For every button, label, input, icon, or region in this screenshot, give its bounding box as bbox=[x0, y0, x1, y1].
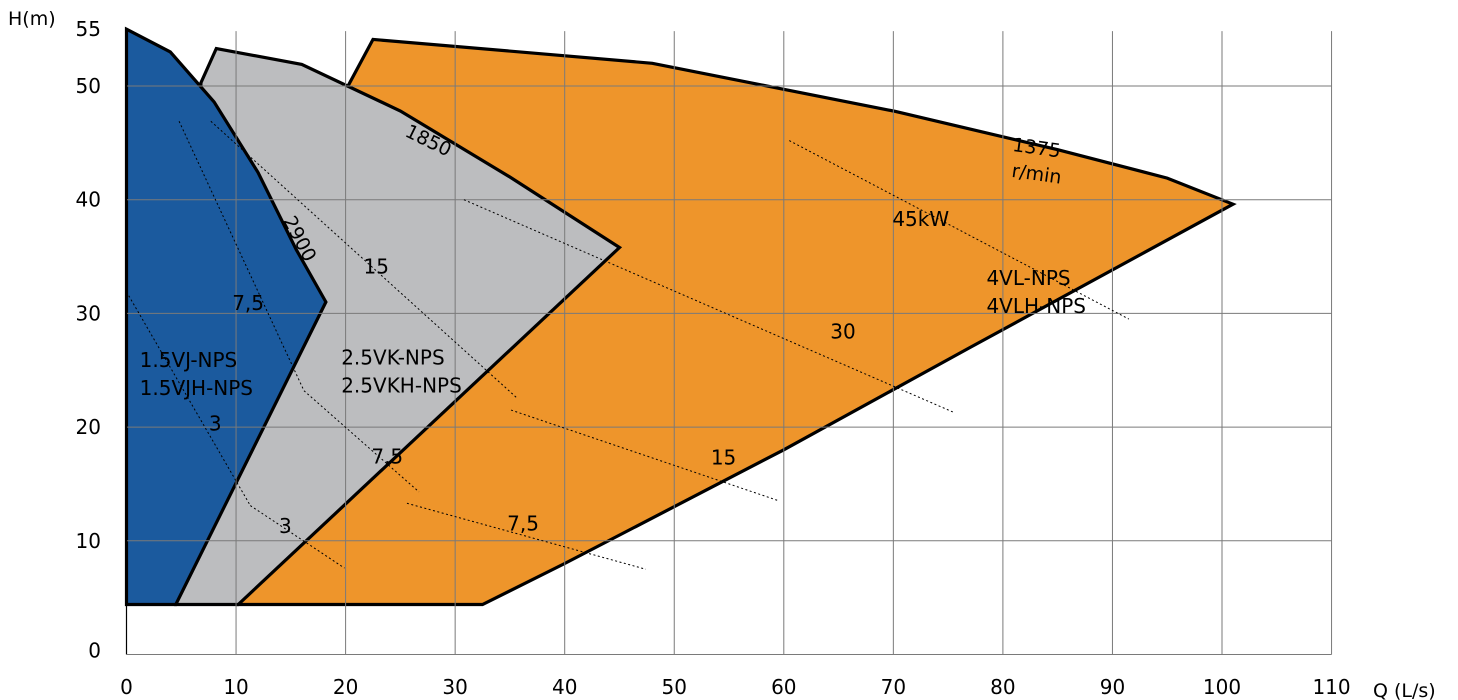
x-tick-label: 80 bbox=[990, 675, 1015, 699]
region-model-label: 1.5VJ-NPS bbox=[140, 348, 238, 372]
power-line bbox=[126, 291, 251, 506]
pump-regions bbox=[124, 26, 1237, 607]
power-label: 30 bbox=[830, 319, 855, 343]
power-line bbox=[789, 140, 1130, 320]
power-label: 15 bbox=[364, 255, 389, 279]
power-label: 3 bbox=[209, 412, 222, 436]
x-tick-label: 50 bbox=[662, 675, 687, 699]
power-line bbox=[406, 502, 646, 570]
region-model-label: 2.5VK-NPS bbox=[341, 346, 444, 370]
y-tick-label: 55 bbox=[76, 17, 101, 41]
y-tick-label: 20 bbox=[76, 415, 101, 439]
x-tick-label: 70 bbox=[881, 675, 906, 699]
x-axis-title: Q (L/s) bbox=[1373, 680, 1436, 700]
x-tick-label: 60 bbox=[771, 675, 796, 699]
power-label: 7,5 bbox=[232, 291, 264, 315]
power-line bbox=[303, 390, 420, 493]
x-tick-label: 40 bbox=[552, 675, 577, 699]
power-label: 15 bbox=[711, 446, 736, 470]
region-2-5vk-nps bbox=[174, 46, 623, 607]
power-lines: 45kW 30 15 7,5 15 7,5 3 7,5 3 bbox=[126, 120, 1130, 570]
x-tick-label: 10 bbox=[223, 675, 248, 699]
power-line bbox=[178, 121, 305, 391]
power-label: 3 bbox=[279, 514, 292, 538]
y-tick-label: 30 bbox=[76, 301, 101, 325]
x-tick-label: 110 bbox=[1312, 675, 1350, 699]
region-1-5vj-nps bbox=[124, 26, 328, 607]
x-tick-label: 30 bbox=[442, 675, 467, 699]
x-tick-label: 20 bbox=[333, 675, 358, 699]
region-labels: 4VL-NPS 4VLH-NPS 2.5VK-NPS 2.5VKH-NPS 1.5VJ-… bbox=[140, 120, 1086, 399]
y-axis-title: H(m) bbox=[8, 8, 56, 30]
y-tick-label: 0 bbox=[88, 639, 101, 663]
x-tick-label: 90 bbox=[1100, 675, 1125, 699]
x-tick-label: 100 bbox=[1203, 675, 1241, 699]
y-tick-labels: 0 10 20 30 40 50 55 bbox=[76, 17, 101, 662]
power-label: 7,5 bbox=[371, 444, 403, 468]
y-tick-label: 50 bbox=[76, 74, 101, 98]
power-line bbox=[463, 199, 954, 413]
x-tick-label: 0 bbox=[120, 675, 133, 699]
power-label: 45kW bbox=[892, 207, 949, 231]
power-line bbox=[250, 505, 345, 569]
region-model-label: 4VLH-NPS bbox=[986, 294, 1086, 318]
power-line bbox=[210, 120, 517, 398]
region-model-label: 1.5VJH-NPS bbox=[140, 376, 253, 400]
y-tick-label: 10 bbox=[76, 529, 101, 553]
x-tick-labels: 0 10 20 30 40 50 60 70 80 90 100 110 bbox=[120, 675, 1351, 699]
region-model-label: 4VL-NPS bbox=[986, 266, 1070, 290]
power-label: 7,5 bbox=[507, 512, 539, 536]
region-model-label: 2.5VKH-NPS bbox=[341, 374, 462, 398]
grid-lines bbox=[125, 31, 1333, 655]
y-tick-label: 40 bbox=[76, 188, 101, 212]
